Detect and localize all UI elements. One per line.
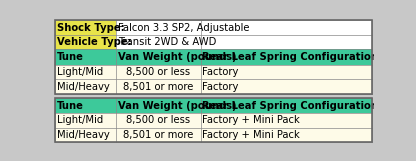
- Bar: [201, 128, 372, 142]
- Text: Van Weight (pounds): Van Weight (pounds): [119, 100, 237, 111]
- Text: 8,500 or less: 8,500 or less: [126, 115, 191, 125]
- Bar: [116, 49, 201, 65]
- Text: 8,501 or more: 8,501 or more: [123, 130, 194, 140]
- Text: Factory: Factory: [203, 81, 239, 92]
- Bar: [201, 113, 372, 128]
- Bar: [201, 98, 372, 113]
- Text: Factory + Mini Pack: Factory + Mini Pack: [203, 130, 300, 140]
- Bar: [116, 79, 201, 94]
- Text: Mid/Heavy: Mid/Heavy: [57, 81, 109, 92]
- Text: Factory: Factory: [203, 67, 239, 77]
- Text: Mid/Heavy: Mid/Heavy: [57, 130, 109, 140]
- Text: Tune: Tune: [57, 52, 83, 62]
- Bar: [116, 20, 372, 35]
- Bar: [54, 98, 372, 142]
- Text: 8,500 or less: 8,500 or less: [126, 67, 191, 77]
- Bar: [201, 65, 372, 79]
- Text: Rear Leaf Spring Configuration: Rear Leaf Spring Configuration: [203, 52, 378, 62]
- Text: Van Weight (pounds): Van Weight (pounds): [119, 52, 237, 62]
- Bar: [54, 20, 116, 35]
- Bar: [116, 128, 201, 142]
- Bar: [54, 98, 116, 113]
- Bar: [116, 113, 201, 128]
- Bar: [116, 65, 201, 79]
- Text: Factory + Mini Pack: Factory + Mini Pack: [203, 115, 300, 125]
- Bar: [54, 94, 372, 98]
- Text: Light/Mid: Light/Mid: [57, 67, 103, 77]
- Bar: [116, 98, 201, 113]
- Text: Falcon 3.3 SP2, Adjustable: Falcon 3.3 SP2, Adjustable: [119, 23, 250, 33]
- Bar: [201, 49, 372, 65]
- Text: 8,501 or more: 8,501 or more: [123, 81, 194, 92]
- Text: Tune: Tune: [57, 100, 83, 111]
- Text: Transit 2WD & AWD: Transit 2WD & AWD: [119, 37, 217, 47]
- Text: Light/Mid: Light/Mid: [57, 115, 103, 125]
- Bar: [116, 35, 372, 49]
- Bar: [54, 35, 116, 49]
- Bar: [54, 113, 116, 128]
- Text: Shock Type:: Shock Type:: [57, 23, 124, 33]
- Text: Rear Leaf Spring Configuration: Rear Leaf Spring Configuration: [203, 100, 378, 111]
- Bar: [54, 65, 116, 79]
- Bar: [54, 20, 372, 94]
- Bar: [54, 49, 116, 65]
- Text: Vehicle Type:: Vehicle Type:: [57, 37, 131, 47]
- Bar: [54, 79, 116, 94]
- Bar: [201, 79, 372, 94]
- Bar: [54, 128, 116, 142]
